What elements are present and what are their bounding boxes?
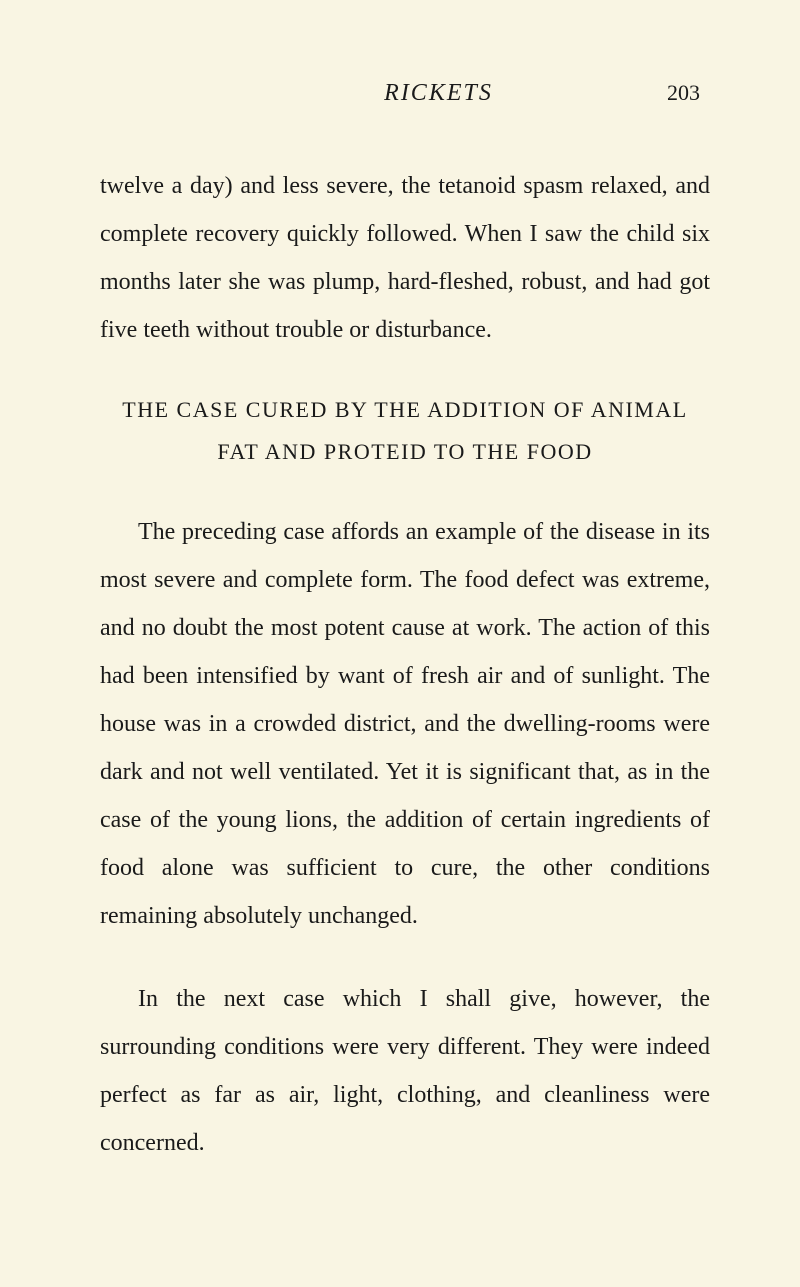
page-number: 203 <box>667 80 700 106</box>
page-header: RICKETS 203 <box>100 80 710 107</box>
body-paragraph-3: In the next case which I shall give, how… <box>100 975 710 1167</box>
body-paragraph-2: The preceding case affords an example of… <box>100 508 710 940</box>
section-heading: THE CASE CURED BY THE ADDITION OF ANIMAL… <box>100 389 710 473</box>
body-paragraph-1: twelve a day) and less severe, the tetan… <box>100 162 710 354</box>
running-header: RICKETS <box>250 80 627 107</box>
